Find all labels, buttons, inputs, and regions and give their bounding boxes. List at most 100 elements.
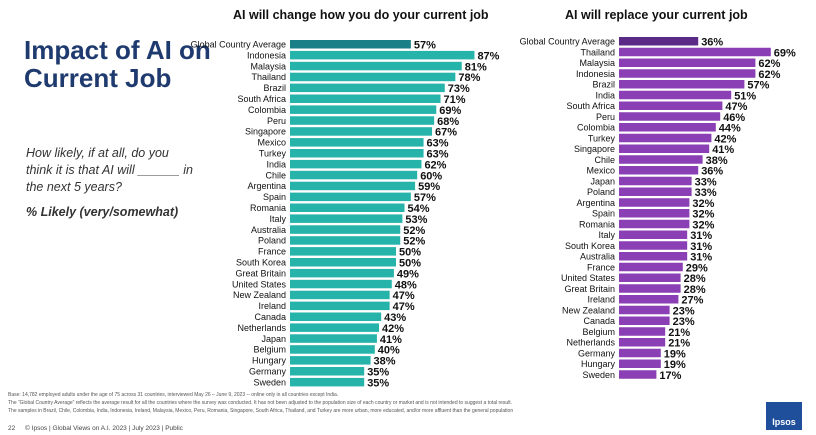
value-label-0-21: 49% <box>397 268 419 280</box>
value-label-1-24: 27% <box>681 295 703 307</box>
value-label-1-31: 17% <box>659 370 681 382</box>
bar-1-20 <box>619 252 688 261</box>
bar-0-2 <box>290 61 462 71</box>
bar-1-4 <box>619 80 745 89</box>
value-label-0-28: 40% <box>378 345 400 357</box>
value-label-1-16: 32% <box>692 209 714 221</box>
category-label-1-25: New Zealand <box>562 305 615 315</box>
bar-0-24 <box>290 301 390 311</box>
category-label-1-16: Spain <box>592 209 615 219</box>
bar-0-22 <box>290 279 392 289</box>
value-label-0-25: 43% <box>384 312 406 324</box>
footer-note-samples: The samples in Brazil, Chile, Colombia, … <box>8 408 514 414</box>
bar-1-27 <box>619 327 666 336</box>
footer-note-base: Base: 14,782 employed adults under the a… <box>8 392 339 398</box>
category-label-1-30: Hungary <box>581 359 616 369</box>
category-label-0-22: United States <box>232 279 287 289</box>
category-label-1-19: South Korea <box>565 241 615 251</box>
value-label-1-20: 31% <box>690 252 712 264</box>
bar-0-3 <box>290 72 456 82</box>
bar-0-5 <box>290 94 441 103</box>
bar-0-28 <box>290 345 375 354</box>
value-label-0-23: 47% <box>393 290 415 302</box>
category-label-1-31: Sweden <box>582 370 615 380</box>
footer-bar: 22 © Ipsos | Global Views on A.I. 2023 |… <box>8 425 191 432</box>
bar-0-19 <box>290 247 396 256</box>
value-label-1-25: 23% <box>673 305 695 317</box>
category-label-0-11: India <box>266 159 286 169</box>
category-label-0-14: Spain <box>263 192 286 202</box>
category-label-1-0: Global Country Average <box>520 37 615 47</box>
category-label-1-13: Japan <box>590 176 615 186</box>
bar-1-28 <box>619 338 666 347</box>
value-label-0-19: 50% <box>399 247 421 259</box>
bar-0-18 <box>290 236 401 245</box>
value-label-0-22: 48% <box>395 279 417 291</box>
category-label-0-21: Great Britain <box>235 268 286 278</box>
bar-1-14 <box>619 187 692 196</box>
bar-0-17 <box>290 225 401 234</box>
category-label-1-23: Great Britain <box>564 284 615 294</box>
category-label-1-29: Germany <box>578 348 616 358</box>
bar-0-9 <box>290 138 424 147</box>
value-label-1-30: 19% <box>664 359 686 371</box>
category-label-1-21: France <box>587 262 615 272</box>
value-label-0-9: 63% <box>427 138 449 150</box>
category-label-0-5: South Africa <box>237 94 286 104</box>
category-label-0-1: Indonesia <box>247 50 286 60</box>
value-label-1-2: 62% <box>758 58 780 70</box>
page-title: Impact of AI on Current Job <box>24 35 211 93</box>
value-label-1-8: 44% <box>719 123 741 135</box>
bar-0-21 <box>290 268 394 278</box>
value-label-0-15: 54% <box>407 203 429 215</box>
bar-1-13 <box>619 176 692 186</box>
bar-0-20 <box>290 258 396 267</box>
question-box: How likely, if at all, do you think it i… <box>26 145 196 221</box>
category-label-0-16: Italy <box>269 214 286 224</box>
value-label-1-23: 28% <box>684 284 706 296</box>
category-label-1-6: South Africa <box>566 101 615 111</box>
value-label-0-13: 59% <box>418 181 440 193</box>
bar-0-31 <box>290 377 365 387</box>
category-label-0-23: New Zealand <box>233 290 286 300</box>
bar-0-14 <box>290 192 411 202</box>
value-label-1-28: 21% <box>668 338 690 350</box>
category-label-0-15: Romania <box>250 203 286 213</box>
category-label-1-18: Italy <box>598 230 615 240</box>
value-label-0-27: 41% <box>380 334 402 346</box>
bar-0-7 <box>290 116 435 125</box>
bar-1-31 <box>619 370 657 379</box>
value-label-1-29: 19% <box>664 348 686 360</box>
value-label-1-18: 31% <box>690 230 712 242</box>
category-label-0-17: Australia <box>251 225 286 235</box>
category-label-1-5: India <box>595 90 615 100</box>
value-label-1-6: 47% <box>725 101 747 113</box>
value-label-1-12: 36% <box>701 166 723 178</box>
value-label-0-20: 50% <box>399 258 421 270</box>
bar-0-8 <box>290 127 433 136</box>
value-label-1-0: 36% <box>701 37 723 49</box>
bar-0-15 <box>290 203 405 212</box>
value-label-1-14: 33% <box>695 187 717 199</box>
bar-0-16 <box>290 214 403 223</box>
category-label-1-1: Thailand <box>580 47 615 57</box>
bar-1-6 <box>619 101 723 110</box>
likely-label: % Likely (very/somewhat) <box>26 205 179 219</box>
category-label-1-7: Peru <box>596 112 615 122</box>
bar-1-18 <box>619 230 688 239</box>
category-label-0-31: Sweden <box>253 377 286 387</box>
category-label-0-19: France <box>258 247 286 257</box>
page-number: 22 <box>8 425 16 432</box>
bar-0-29 <box>290 356 371 365</box>
bar-1-12 <box>619 166 699 175</box>
category-label-0-18: Poland <box>258 236 286 246</box>
value-label-0-4: 73% <box>448 83 470 95</box>
source-text: © Ipsos | Global Views on A.I. 2023 | Ju… <box>25 425 183 432</box>
value-label-0-12: 60% <box>420 170 442 182</box>
value-label-1-15: 32% <box>692 198 714 210</box>
bar-0-26 <box>290 323 380 332</box>
bar-1-26 <box>619 316 670 325</box>
value-label-1-22: 28% <box>684 273 706 285</box>
value-label-0-1: 87% <box>477 50 499 62</box>
